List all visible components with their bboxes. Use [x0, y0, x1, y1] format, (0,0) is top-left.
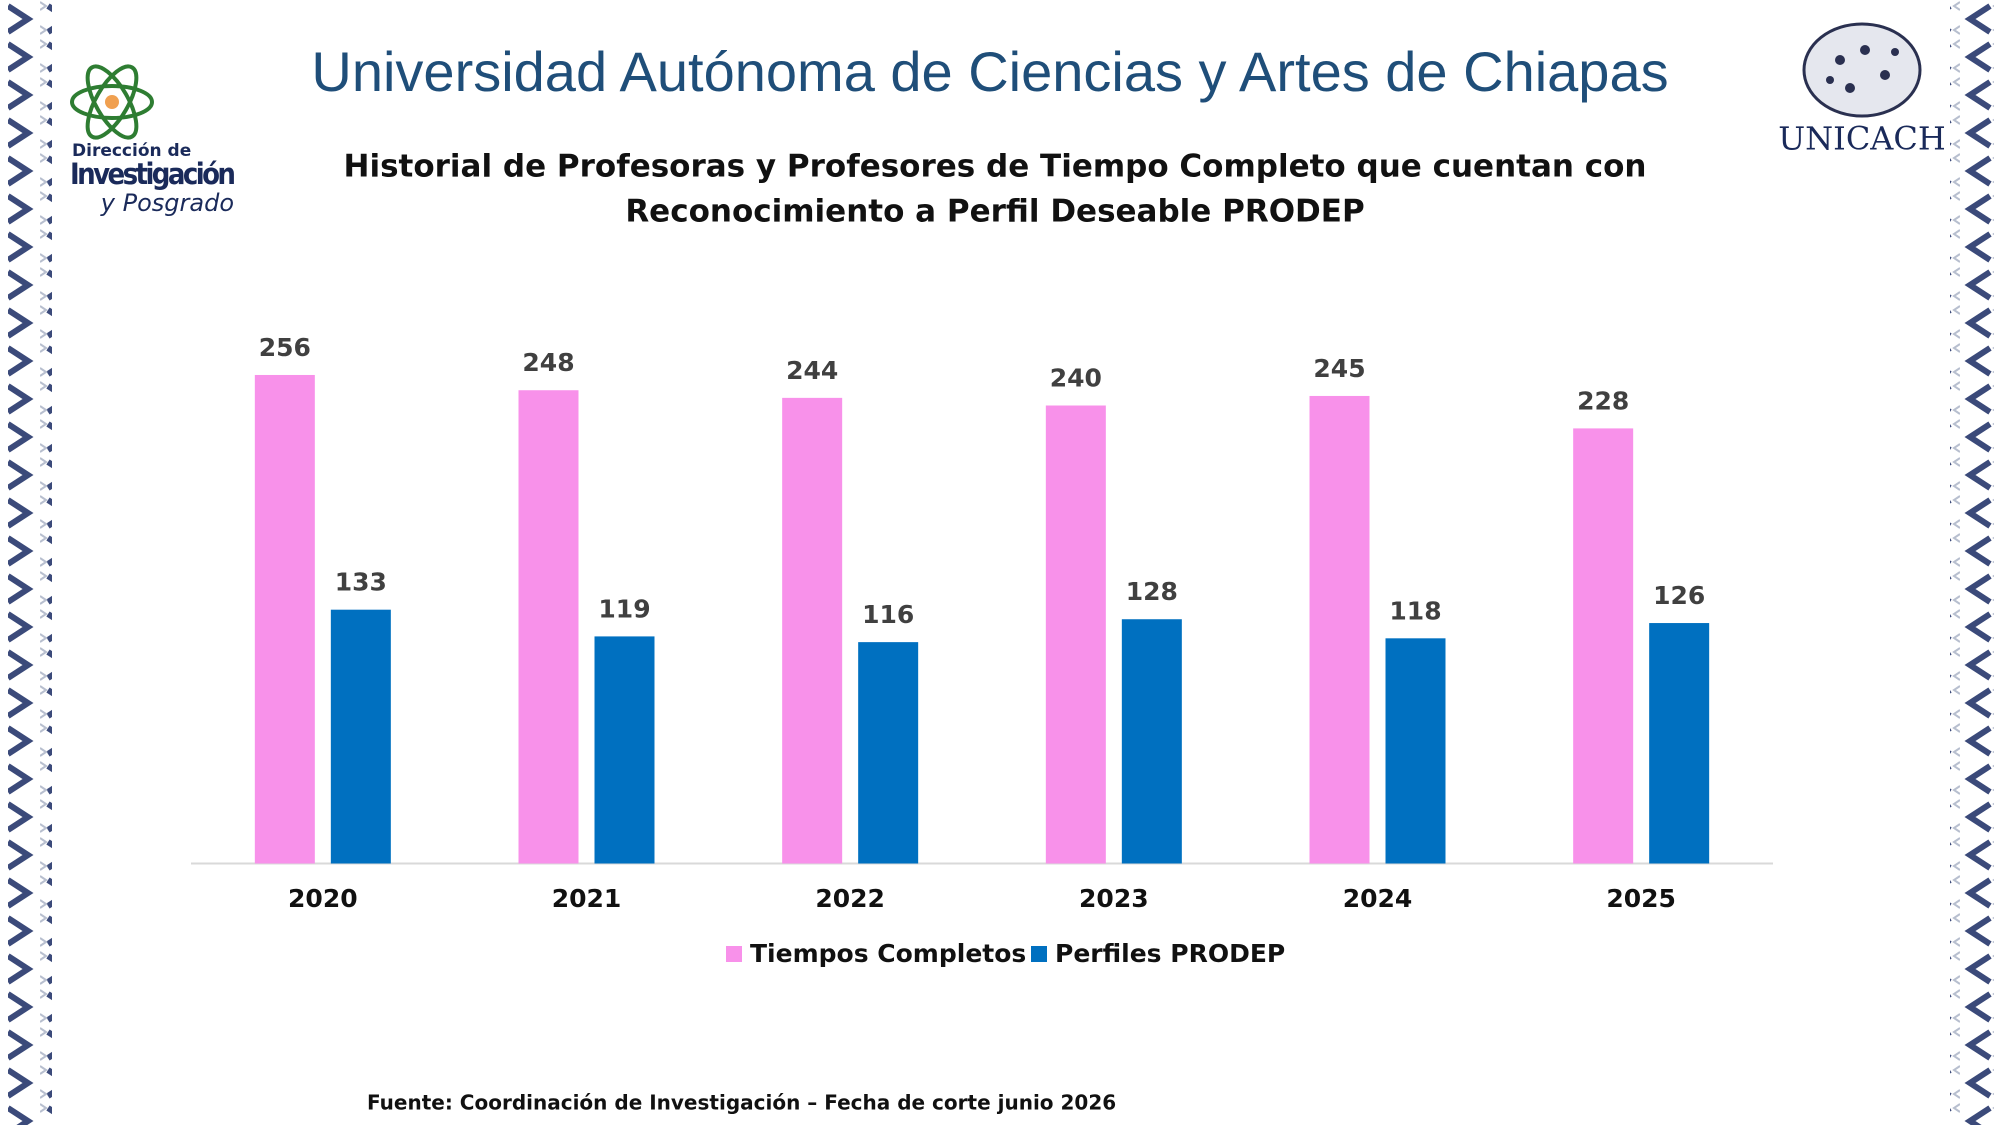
- bar: [1385, 638, 1446, 864]
- value-label: 248: [522, 348, 574, 377]
- bar: [1309, 395, 1370, 864]
- logo-text: y Posgrado: [100, 189, 234, 217]
- plot: 2020 256 133 2021 248 119 2022 244 116 2023 240 128…: [254, 333, 1710, 968]
- page-title: Universidad Autónoma de Ciencias y Artes…: [311, 40, 1668, 103]
- x-tick-label: 2025: [1606, 884, 1676, 913]
- bar: [1045, 405, 1106, 864]
- x-tick-label: 2022: [815, 884, 885, 913]
- value-label: 244: [786, 356, 838, 385]
- logo-text: UNICACH: [1778, 120, 1946, 158]
- bar: [1121, 619, 1182, 864]
- x-tick-label: 2020: [288, 884, 358, 913]
- value-label: 245: [1313, 354, 1365, 383]
- bar: [594, 636, 655, 864]
- legend-label: Tiempos Completos: [750, 939, 1026, 968]
- legend-swatch: [726, 946, 742, 962]
- value-label: 133: [335, 568, 387, 597]
- right-logo-icon: [1802, 22, 1922, 118]
- bar: [518, 390, 579, 864]
- bar: [1649, 623, 1710, 864]
- value-label: 240: [1050, 364, 1102, 393]
- bar: [858, 642, 919, 864]
- value-label: 256: [259, 333, 311, 362]
- value-label: 128: [1126, 577, 1178, 606]
- logo-text: Investigación: [70, 157, 236, 191]
- legend-label: Perfiles PRODEP: [1055, 939, 1285, 968]
- logo-text: Dirección de: [72, 141, 191, 161]
- x-tick-label: 2023: [1079, 884, 1149, 913]
- value-label: 126: [1653, 581, 1705, 610]
- left-border: [8, 0, 52, 1125]
- source-note: Fuente: Coordinación de Investigación – …: [367, 1091, 1116, 1115]
- value-label: 119: [598, 594, 650, 623]
- right-border: [1950, 0, 1994, 1125]
- bar: [1573, 428, 1634, 864]
- left-logo-icon: [70, 64, 154, 140]
- value-label: 116: [862, 600, 914, 629]
- bar: [782, 397, 843, 864]
- bar: [330, 609, 391, 864]
- x-tick-label: 2021: [552, 884, 622, 913]
- chart-title: Reconocimiento a Perfil Deseable PRODEP: [625, 194, 1364, 230]
- bar: [254, 374, 315, 864]
- value-label: 228: [1577, 386, 1629, 415]
- value-label: 118: [1389, 596, 1441, 625]
- x-tick-label: 2024: [1343, 884, 1413, 913]
- legend-swatch: [1031, 946, 1047, 962]
- chart-title: Historial de Profesoras y Profesores de …: [344, 149, 1647, 185]
